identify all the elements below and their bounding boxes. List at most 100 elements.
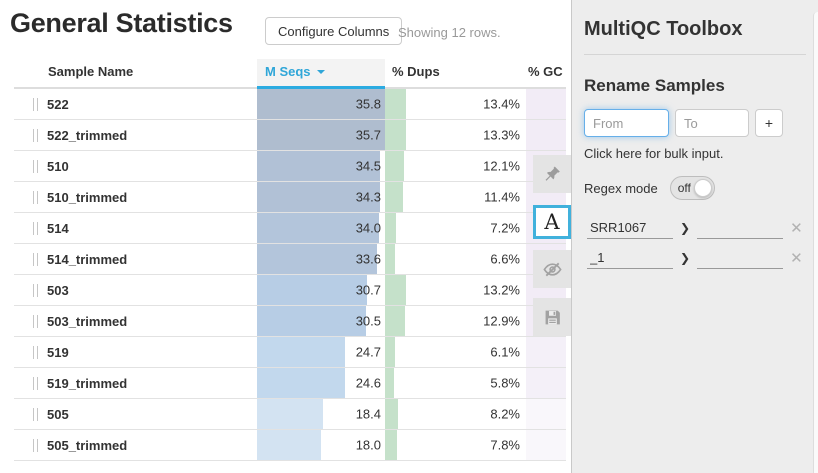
- table-row: 503 30.7 13.2%: [14, 275, 566, 306]
- dups-cell: 12.9%: [385, 306, 526, 336]
- dups-cell: 5.8%: [385, 368, 526, 398]
- regex-mode-toggle[interactable]: off: [669, 176, 715, 200]
- pattern-to-input[interactable]: [697, 217, 784, 239]
- bulk-input-link[interactable]: Click here for bulk input.: [584, 146, 724, 161]
- dups-bar: [385, 399, 398, 429]
- drag-handle-icon[interactable]: [33, 345, 38, 359]
- table-body: 522 35.8 13.4% 522_trimmed 35.7 13.3% 510 34.5 1…: [14, 89, 566, 461]
- sample-name: 510: [47, 158, 69, 174]
- table-header-row: Sample Name M Seqs % Dups % GC: [14, 59, 566, 89]
- sample-name: 510_trimmed: [47, 189, 128, 205]
- gc-cell: [526, 337, 566, 367]
- sample-name: 505: [47, 406, 69, 422]
- sample-name-cell: 505_trimmed: [14, 430, 257, 460]
- dups-bar: [385, 182, 403, 212]
- scrollbar-track: [813, 12, 818, 473]
- row-count-text: Showing 12 rows.: [398, 25, 501, 40]
- toolbox-title: MultiQC Toolbox: [584, 18, 743, 40]
- dups-cell: 13.4%: [385, 89, 526, 119]
- dups-cell: 12.1%: [385, 151, 526, 181]
- mseqs-value: 24.6: [355, 375, 381, 391]
- mseqs-value: 35.7: [355, 127, 381, 143]
- drag-handle-icon[interactable]: [33, 159, 38, 173]
- regex-mode-row: Regex mode off: [584, 176, 806, 200]
- table-row: 510_trimmed 34.3 11.4%: [14, 182, 566, 213]
- sample-name-cell: 503: [14, 275, 257, 305]
- dups-bar: [385, 120, 406, 150]
- drag-handle-icon[interactable]: [33, 407, 38, 421]
- drag-handle-icon[interactable]: [33, 283, 38, 297]
- mseqs-value: 33.6: [355, 251, 381, 267]
- dups-cell: 13.2%: [385, 275, 526, 305]
- mseqs-value: 35.8: [355, 96, 381, 112]
- toolbox-tab-hide-samples[interactable]: [533, 250, 571, 288]
- sample-name-cell: 514_trimmed: [14, 244, 257, 274]
- drag-handle-icon[interactable]: [33, 221, 38, 235]
- sample-name: 519_trimmed: [47, 375, 128, 391]
- mseqs-cell: 18.4: [257, 399, 385, 429]
- mseqs-cell: 24.6: [257, 368, 385, 398]
- drag-handle-icon[interactable]: [33, 190, 38, 204]
- rename-patterns-list: ❯ ✕ ❯ ✕: [584, 213, 806, 273]
- dups-value: 6.1%: [490, 344, 520, 360]
- table-row: 522 35.8 13.4%: [14, 89, 566, 120]
- mseqs-bar: [257, 120, 385, 150]
- dups-bar: [385, 430, 398, 460]
- mseqs-cell: 34.3: [257, 182, 385, 212]
- mseqs-cell: 34.5: [257, 151, 385, 181]
- drag-handle-icon[interactable]: [33, 314, 38, 328]
- pattern-from-input[interactable]: [587, 217, 673, 239]
- delete-pattern-button[interactable]: ✕: [790, 220, 803, 237]
- mseqs-bar: [257, 213, 379, 243]
- column-header-gc[interactable]: % GC: [526, 59, 566, 89]
- dups-bar: [385, 337, 395, 367]
- save-icon: [545, 310, 560, 324]
- drag-handle-icon[interactable]: [33, 97, 38, 111]
- sample-name-cell: 503_trimmed: [14, 306, 257, 336]
- delete-pattern-button[interactable]: ✕: [790, 250, 803, 267]
- dups-cell: 7.2%: [385, 213, 526, 243]
- mseqs-value: 18.0: [355, 437, 381, 453]
- gc-cell: [526, 430, 566, 460]
- sample-name: 505_trimmed: [47, 437, 128, 453]
- toggle-state-label: off: [677, 181, 691, 195]
- toolbox-tab-save[interactable]: [533, 298, 571, 336]
- mseqs-bar: [257, 275, 367, 305]
- column-header-mseqs-sorted[interactable]: M Seqs: [257, 59, 385, 89]
- configure-columns-button[interactable]: Configure Columns: [265, 17, 403, 45]
- mseqs-bar: [257, 430, 322, 460]
- toolbox-tab-highlight[interactable]: [533, 155, 571, 193]
- multiqc-toolbox-panel: MultiQC Toolbox Rename Samples + Click h…: [571, 0, 818, 473]
- mseqs-cell: 30.5: [257, 306, 385, 336]
- mseqs-value: 24.7: [355, 344, 381, 360]
- mseqs-value: 34.3: [355, 189, 381, 205]
- pattern-to-input[interactable]: [697, 247, 784, 269]
- rename-from-input[interactable]: [584, 109, 669, 137]
- toolbox-tab-rename-active[interactable]: A: [533, 205, 571, 239]
- drag-handle-icon[interactable]: [33, 252, 38, 266]
- mseqs-cell: 35.7: [257, 120, 385, 150]
- dups-value: 7.2%: [490, 220, 520, 236]
- column-header-mseqs-label: M Seqs: [265, 64, 311, 79]
- column-header-sample-name[interactable]: Sample Name: [14, 59, 257, 89]
- dups-cell: 8.2%: [385, 399, 526, 429]
- drag-handle-icon[interactable]: [33, 128, 38, 142]
- column-header-dups[interactable]: % Dups: [385, 59, 526, 89]
- page-title: General Statistics: [10, 8, 233, 38]
- sample-name-cell: 514: [14, 213, 257, 243]
- pattern-from-input[interactable]: [587, 247, 673, 269]
- add-rename-button[interactable]: +: [755, 109, 783, 137]
- toggle-knob: [693, 179, 712, 197]
- mseqs-bar: [257, 399, 323, 429]
- gc-cell: [526, 120, 566, 150]
- gc-cell: [526, 89, 566, 119]
- mseqs-cell: 18.0: [257, 430, 385, 460]
- sample-name-cell: 510_trimmed: [14, 182, 257, 212]
- sample-name: 522: [47, 96, 69, 112]
- sample-name-cell: 522_trimmed: [14, 120, 257, 150]
- rename-to-input[interactable]: [675, 109, 749, 137]
- dups-bar: [385, 213, 397, 243]
- drag-handle-icon[interactable]: [33, 438, 38, 452]
- drag-handle-icon[interactable]: [33, 376, 38, 390]
- dups-value: 7.8%: [490, 437, 520, 453]
